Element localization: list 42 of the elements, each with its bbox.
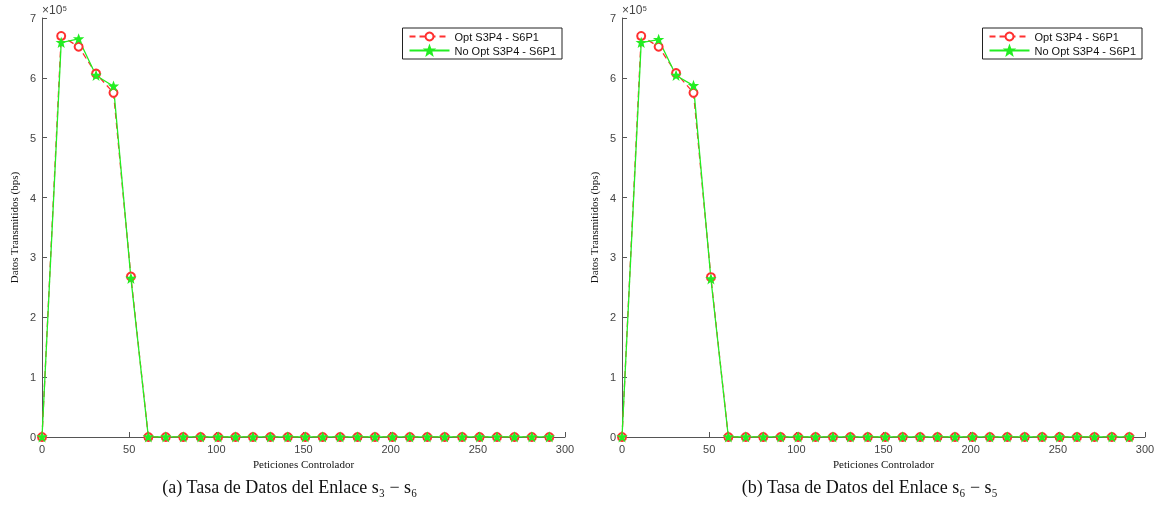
x-tick-label: 300 [1135, 442, 1155, 455]
x-tick-label: 100 [207, 442, 226, 455]
y-tick-label: 5 [29, 131, 37, 144]
y-tick-label: 1 [609, 371, 617, 384]
x-tick-label: 50 [703, 442, 716, 455]
y-axis-title: Datos Transmitidos (bps) [7, 171, 21, 284]
x-tick-label: 0 [618, 442, 626, 455]
y-tick-label: 0 [29, 431, 37, 443]
y-tick-label: 3 [609, 251, 617, 264]
x-axis-title: Peticiones Controlador [832, 458, 935, 471]
x-tick-label: 150 [294, 442, 313, 455]
x-tick-label: 200 [961, 442, 980, 455]
x-tick-label: 250 [468, 442, 488, 455]
y-tick-label: 1 [29, 371, 37, 384]
x-tick-label: 250 [1048, 442, 1068, 455]
x-tick-label: 200 [381, 442, 400, 455]
legend-label: No Opt S3P4 - S6P1 [454, 44, 556, 57]
x-tick-label: 50 [123, 442, 136, 455]
text: ×10⁵ [622, 3, 648, 17]
x-axis-title: Peticiones Controlador [252, 458, 355, 471]
y-tick-label: 6 [609, 71, 617, 84]
x-tick-label: 150 [874, 442, 893, 455]
x-tick-label: 300 [555, 442, 575, 455]
y-tick-label: 7 [609, 12, 617, 24]
text: ×10⁵ [42, 3, 68, 17]
y-tick-label: 7 [29, 12, 37, 24]
y-axis-title: Datos Transmitidos (bps) [587, 171, 601, 284]
x-tick-label: 100 [787, 442, 806, 455]
legend-label: No Opt S3P4 - S6P1 [1034, 44, 1136, 57]
y-tick-label: 4 [609, 191, 617, 204]
y-tick-label: 0 [609, 431, 617, 443]
x-tick-label: 0 [38, 442, 46, 455]
y-tick-label: 2 [609, 311, 617, 324]
text: (b) Tasa de Datos del Enlace s₆ − s₅ [741, 477, 998, 498]
text: (a) Tasa de Datos del Enlace s₃ − s₆ [162, 477, 418, 498]
y-tick-label: 4 [29, 191, 37, 204]
y-tick-label: 6 [29, 71, 37, 84]
y-tick-label: 5 [609, 131, 617, 144]
legend-label: Opt S3P4 - S6P1 [454, 30, 539, 43]
y-tick-label: 2 [29, 311, 37, 324]
legend-label: Opt S3P4 - S6P1 [1034, 30, 1119, 43]
y-tick-label: 3 [29, 251, 37, 264]
